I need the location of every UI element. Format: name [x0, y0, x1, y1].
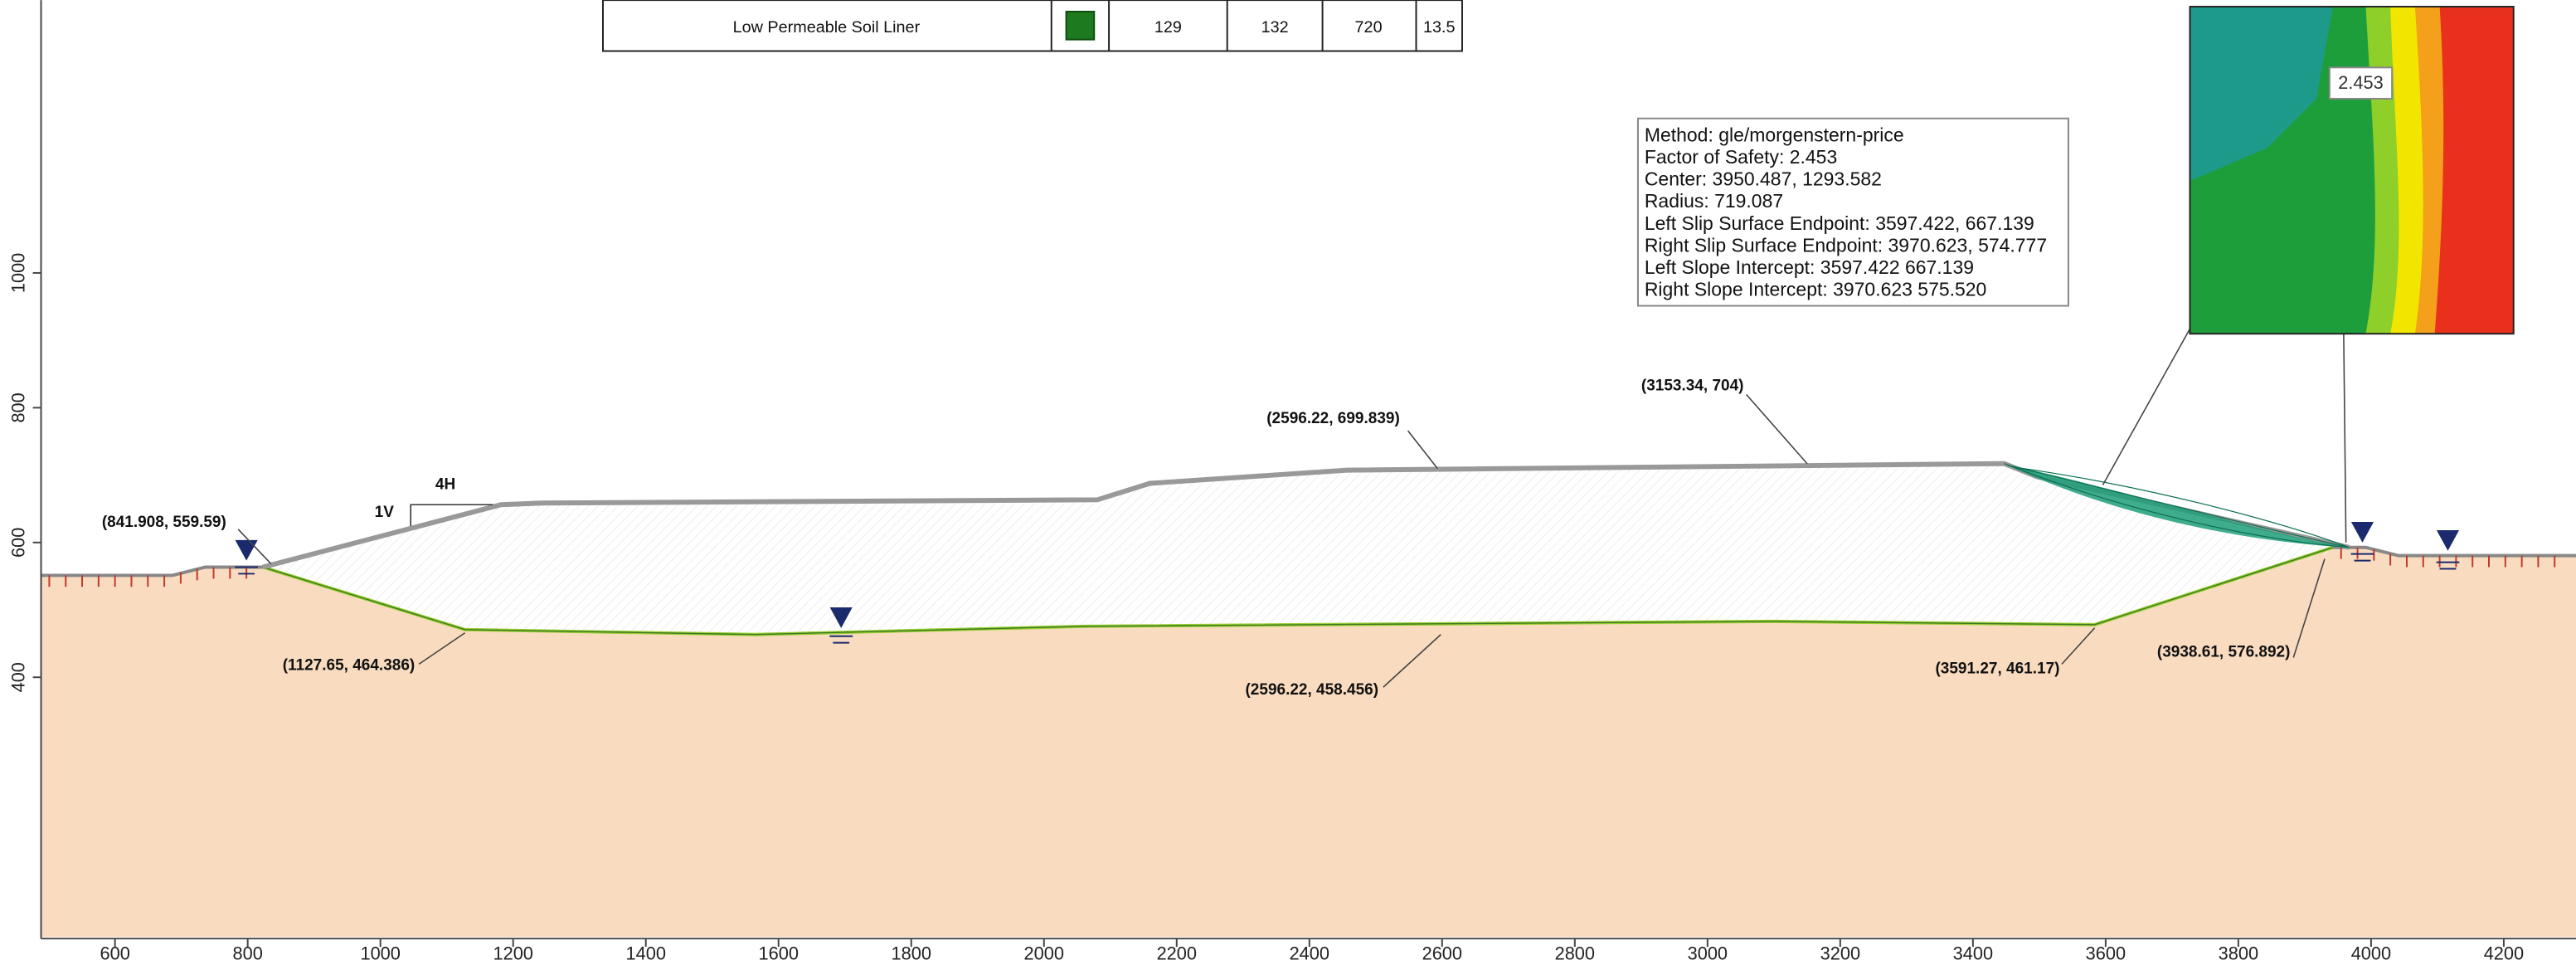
x-tick-label: 3800	[2219, 943, 2258, 964]
info-box	[1636, 117, 2069, 307]
callout: (3938.61, 576.892)	[2157, 644, 2291, 661]
table-cell: 132	[1261, 18, 1289, 37]
table-cell: 129	[1154, 18, 1182, 37]
x-tick-label: 1200	[493, 943, 532, 964]
y-tick-label: 1000	[8, 253, 29, 293]
info-line: Right Slope Intercept: 3970.623 575.520	[1645, 278, 1986, 300]
x-tick-label: 2000	[1024, 943, 1064, 964]
y-tick-label: 600	[8, 528, 29, 558]
liner-edge	[262, 547, 2334, 636]
x-tick-label: 2800	[1555, 943, 1595, 964]
y-tick-label: 800	[8, 392, 29, 422]
x-tick-label: 1400	[626, 943, 666, 964]
native-soil	[41, 547, 2576, 938]
callout: (2596.22, 699.839)	[1266, 410, 1400, 427]
x-tick-label: 2200	[1157, 943, 1197, 964]
table-cell: 720	[1355, 18, 1383, 37]
water-table-symbols	[235, 522, 2460, 644]
material-table	[601, 0, 1463, 52]
info-line: Left Slope Intercept: 3597.422 667.139	[1645, 256, 1974, 278]
y-tick-label: 400	[8, 662, 29, 692]
inset-label: 2.453	[2338, 72, 2383, 93]
x-tick-label: 1000	[360, 943, 400, 964]
info-line: Right Slip Surface Endpoint: 3970.623, 5…	[1645, 234, 2047, 256]
x-tick-label: 3600	[2086, 943, 2126, 964]
info-line: Method: gle/morgenstern-price	[1645, 124, 1904, 146]
slope-label: 1V	[375, 504, 395, 521]
table-cell: 13.5	[1423, 18, 1456, 37]
info-line: Left Slip Surface Endpoint: 3597.422, 66…	[1645, 212, 2034, 234]
x-tick-label: 2600	[1422, 943, 1462, 964]
landfill-body	[262, 463, 2350, 635]
safety-contour-inset	[2189, 6, 2515, 335]
callout: (3153.34, 704)	[1641, 378, 1744, 395]
x-tick-label: 4200	[2484, 943, 2524, 964]
x-tick-label: 3200	[1820, 943, 1860, 964]
x-tick-label: 3000	[1688, 943, 1728, 964]
x-tick-label: 800	[233, 943, 263, 964]
x-tick-label: 1800	[892, 943, 931, 964]
slip-surfaces	[2004, 463, 2350, 548]
table-cell: Low Permeable Soil Liner	[733, 18, 921, 37]
callout: (2596.22, 458.456)	[1245, 681, 1378, 699]
axis-line	[40, 0, 2576, 940]
x-tick-label: 2400	[1290, 943, 1329, 964]
info-line: Radius: 719.087	[1645, 190, 1783, 212]
x-tick-label: 1600	[759, 943, 799, 964]
slope-label: 4H	[435, 475, 455, 493]
slip-lines	[2004, 463, 2350, 548]
slope-indicator	[410, 504, 493, 526]
x-tick-label: 600	[100, 943, 129, 964]
x-tick-label: 3400	[1953, 943, 1993, 964]
info-line: Center: 3950.487, 1293.582	[1645, 168, 1882, 190]
callout: (841.908, 559.59)	[102, 514, 226, 531]
callout: (3591.27, 461.17)	[1935, 660, 2059, 677]
info-line: Factor of Safety: 2.453	[1645, 146, 1837, 168]
callout: (1127.65, 464.386)	[283, 656, 416, 674]
x-tick-label: 4000	[2351, 943, 2391, 964]
